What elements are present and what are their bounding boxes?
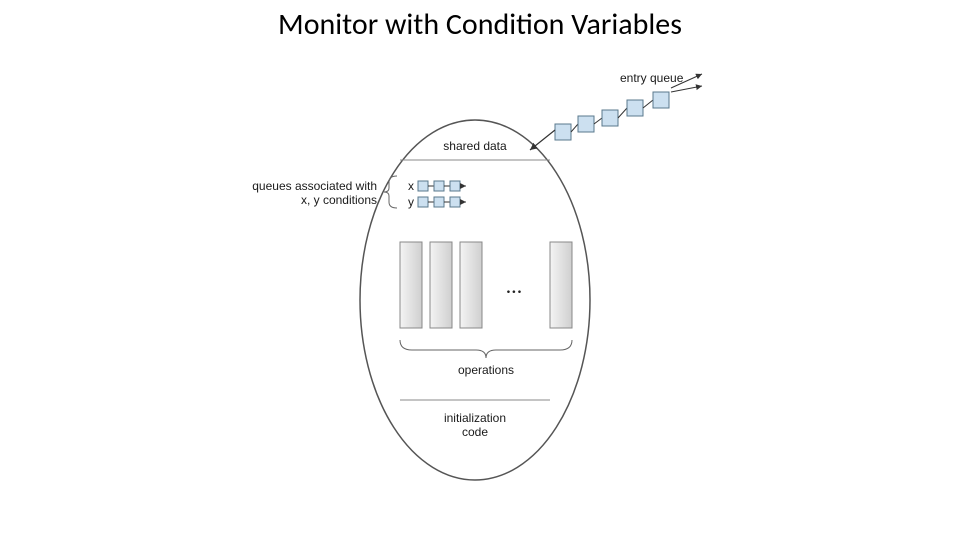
x-label: x xyxy=(408,179,414,193)
entry-queue xyxy=(555,92,669,140)
entry-to-monitor-arrow xyxy=(530,130,555,150)
operations-brace xyxy=(400,340,572,358)
initialization-label-1: initialization xyxy=(444,411,506,425)
y-label: y xyxy=(408,195,414,209)
queues-brace xyxy=(384,176,397,208)
shared-data-label: shared data xyxy=(443,139,507,153)
monitor-diagram: shared data x y queues associated with x… xyxy=(0,0,960,540)
operation-rects xyxy=(400,242,572,328)
entry-queue-label: entry queue xyxy=(620,71,684,85)
condition-queue-y xyxy=(418,197,466,207)
initialization-label-2: code xyxy=(462,425,488,439)
operations-label: operations xyxy=(458,363,514,377)
condition-queue-x xyxy=(418,181,466,191)
queues-assoc-label-1: queues associated with xyxy=(252,179,377,193)
ellipsis-label: … xyxy=(506,272,521,299)
queues-assoc-label-2: x, y conditions xyxy=(301,193,377,207)
